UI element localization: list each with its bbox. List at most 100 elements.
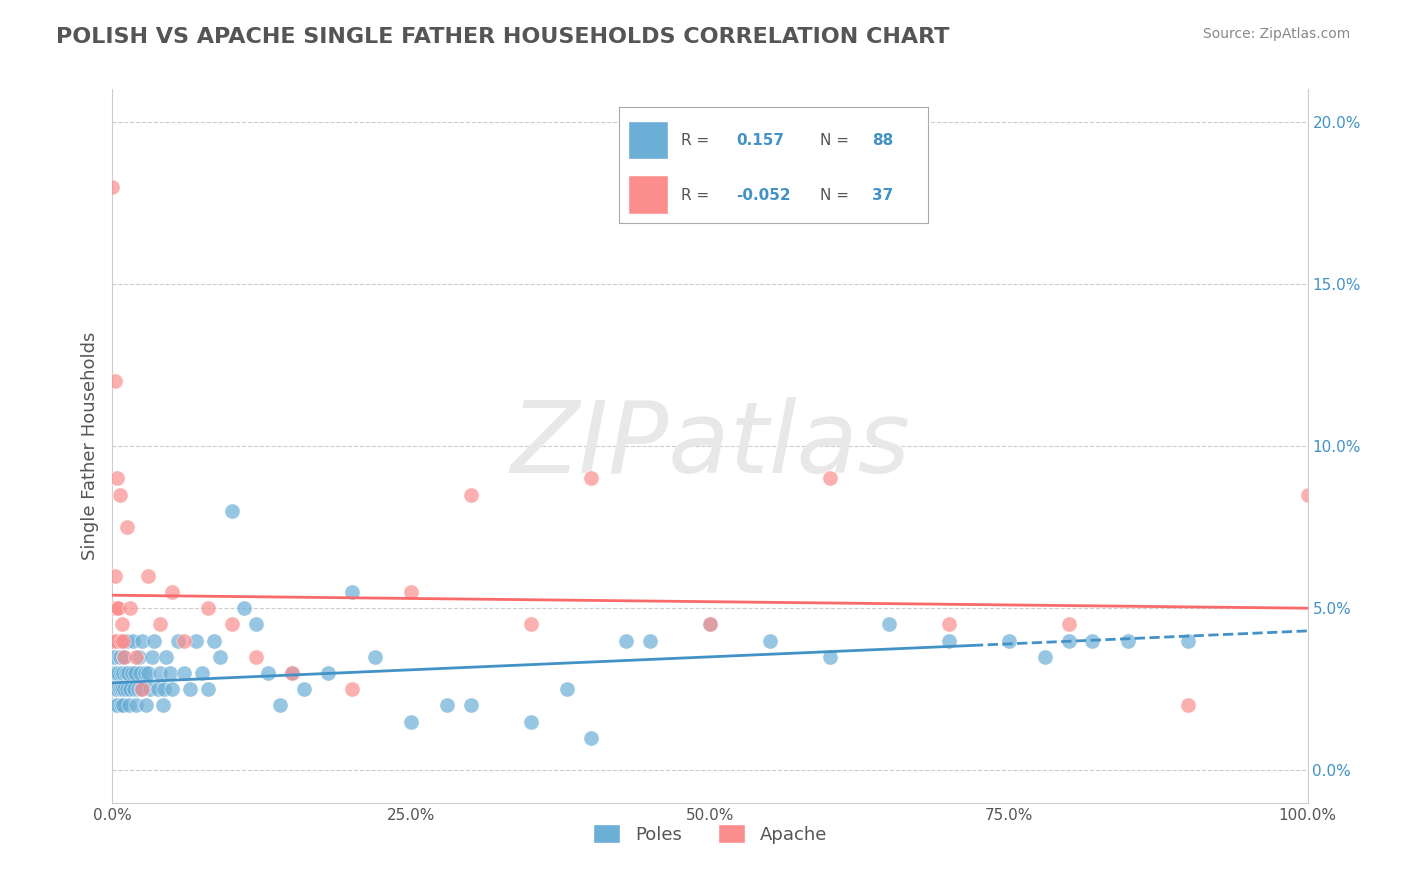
Point bbox=[105, 682, 128, 697]
Point bbox=[149, 617, 172, 632]
Point bbox=[616, 633, 638, 648]
Point bbox=[1177, 633, 1199, 648]
Point bbox=[699, 617, 721, 632]
Point bbox=[173, 633, 195, 648]
Point bbox=[191, 666, 214, 681]
Text: POLISH VS APACHE SINGLE FATHER HOUSEHOLDS CORRELATION CHART: POLISH VS APACHE SINGLE FATHER HOUSEHOLD… bbox=[56, 27, 949, 46]
Point bbox=[115, 682, 138, 697]
Text: Source: ZipAtlas.com: Source: ZipAtlas.com bbox=[1202, 27, 1350, 41]
Point bbox=[103, 633, 125, 648]
Point bbox=[162, 682, 183, 697]
Text: N =: N = bbox=[820, 187, 849, 202]
Text: 88: 88 bbox=[872, 133, 894, 148]
Point bbox=[879, 617, 901, 632]
Point bbox=[107, 601, 129, 615]
Point bbox=[131, 682, 153, 697]
Point bbox=[155, 649, 177, 664]
Point bbox=[292, 682, 315, 697]
Point bbox=[138, 666, 160, 681]
Point bbox=[520, 617, 543, 632]
Point bbox=[110, 633, 132, 648]
Point bbox=[135, 698, 157, 713]
Point bbox=[245, 649, 267, 664]
Point bbox=[122, 682, 145, 697]
Point bbox=[103, 649, 125, 664]
Point bbox=[759, 633, 782, 648]
Point bbox=[1033, 649, 1056, 664]
Point bbox=[233, 601, 256, 615]
Point bbox=[640, 633, 662, 648]
Point bbox=[1118, 633, 1140, 648]
Point bbox=[1057, 633, 1080, 648]
Point bbox=[114, 666, 136, 681]
Point bbox=[107, 666, 129, 681]
Point bbox=[115, 520, 138, 534]
Point bbox=[114, 649, 135, 664]
Point bbox=[121, 633, 143, 648]
Point bbox=[118, 698, 141, 713]
Text: -0.052: -0.052 bbox=[737, 187, 790, 202]
Point bbox=[129, 666, 152, 681]
Point bbox=[401, 585, 423, 599]
Point bbox=[1177, 698, 1199, 713]
Point bbox=[460, 488, 482, 502]
Point bbox=[221, 617, 243, 632]
Point bbox=[111, 617, 134, 632]
Y-axis label: Single Father Households: Single Father Households bbox=[80, 332, 98, 560]
Point bbox=[138, 682, 160, 697]
Point bbox=[108, 488, 131, 502]
Point bbox=[186, 633, 208, 648]
Point bbox=[179, 682, 201, 697]
Point bbox=[998, 633, 1021, 648]
Point bbox=[111, 633, 134, 648]
Point bbox=[555, 682, 578, 697]
Point bbox=[1296, 488, 1319, 502]
Text: 37: 37 bbox=[872, 187, 894, 202]
Point bbox=[124, 666, 146, 681]
Point bbox=[101, 633, 124, 648]
Point bbox=[108, 649, 131, 664]
Point bbox=[340, 585, 363, 599]
Point bbox=[104, 682, 127, 697]
Text: R =: R = bbox=[681, 187, 709, 202]
Point bbox=[105, 633, 128, 648]
Point bbox=[115, 633, 138, 648]
Point bbox=[401, 714, 423, 729]
Point bbox=[1057, 617, 1080, 632]
Point bbox=[818, 471, 841, 485]
Point bbox=[340, 682, 363, 697]
Point bbox=[436, 698, 458, 713]
Point bbox=[104, 568, 127, 582]
Point bbox=[316, 666, 339, 681]
Point bbox=[120, 601, 142, 615]
Point bbox=[103, 601, 125, 615]
Point bbox=[129, 682, 152, 697]
Point bbox=[120, 682, 142, 697]
Point bbox=[127, 682, 149, 697]
Point bbox=[112, 666, 135, 681]
Point bbox=[281, 666, 304, 681]
Point bbox=[105, 633, 128, 648]
Point bbox=[579, 471, 602, 485]
Point bbox=[117, 666, 139, 681]
Point bbox=[245, 617, 267, 632]
Point bbox=[162, 585, 183, 599]
Point bbox=[105, 471, 128, 485]
Point bbox=[114, 649, 135, 664]
Point bbox=[143, 633, 166, 648]
FancyBboxPatch shape bbox=[628, 121, 668, 159]
Point bbox=[134, 666, 156, 681]
Point bbox=[197, 682, 219, 697]
Point bbox=[125, 649, 148, 664]
Point bbox=[153, 682, 176, 697]
Legend: Poles, Apache: Poles, Apache bbox=[586, 817, 834, 851]
Point bbox=[699, 617, 721, 632]
Point bbox=[105, 666, 128, 681]
Point bbox=[105, 601, 128, 615]
Point bbox=[202, 633, 225, 648]
Point bbox=[209, 649, 232, 664]
Point bbox=[152, 698, 174, 713]
Point bbox=[269, 698, 291, 713]
Point bbox=[364, 649, 387, 664]
Point bbox=[121, 666, 143, 681]
